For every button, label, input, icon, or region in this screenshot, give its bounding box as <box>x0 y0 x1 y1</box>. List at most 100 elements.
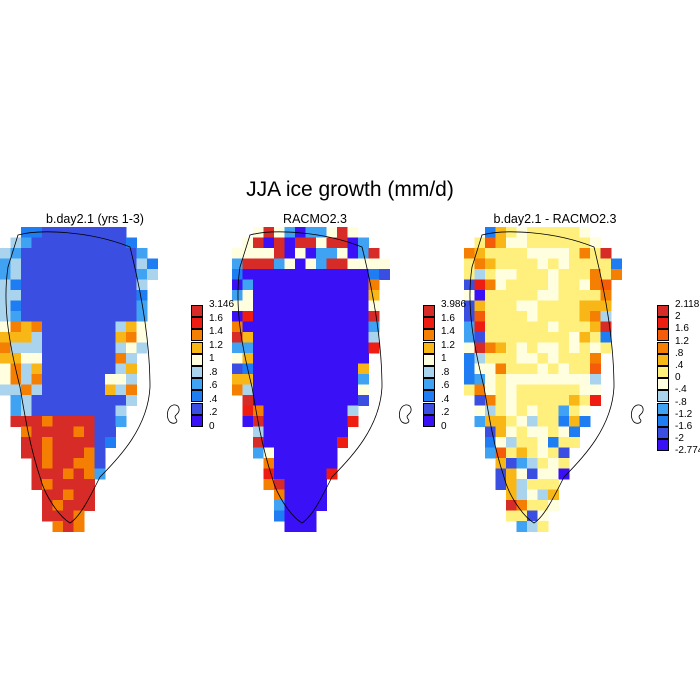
grid-cell <box>94 279 106 291</box>
grid-cell <box>295 416 306 427</box>
grid-cell <box>527 269 538 280</box>
grid-cell <box>579 258 591 270</box>
grid-cell <box>516 468 528 480</box>
grid-cell <box>495 405 507 417</box>
grid-cell <box>263 374 275 385</box>
grid-cell <box>274 405 285 417</box>
grid-cell <box>516 300 528 312</box>
grid-cell <box>579 227 591 238</box>
grid-cell <box>242 300 254 312</box>
grid-cell <box>537 395 549 406</box>
grid-cell <box>527 311 538 322</box>
grid-cell <box>516 269 528 280</box>
grid-cell <box>73 332 85 343</box>
colorbar-tick-label: 1.2 <box>209 339 223 351</box>
grid-cell <box>358 363 369 375</box>
grid-cell <box>274 300 285 312</box>
grid-cell <box>136 311 148 322</box>
grid-cell <box>495 468 507 480</box>
colorbar-swatch <box>191 414 203 427</box>
grid-cell <box>21 321 32 333</box>
grid-cell <box>305 321 317 333</box>
colorbar-swatch <box>191 305 203 317</box>
grid-cell <box>0 332 11 343</box>
grid-cell <box>326 426 338 438</box>
grid-cell <box>337 395 348 406</box>
grid-cell <box>115 248 127 259</box>
grid-cell <box>485 332 496 343</box>
grid-cell <box>558 363 570 375</box>
grid-cell <box>590 321 601 333</box>
colorbar-tick-label: 3.986 <box>441 299 467 310</box>
grid-cell <box>485 395 496 406</box>
grid-cell <box>105 332 116 343</box>
grid-cell <box>94 395 106 406</box>
grid-cell <box>326 374 338 385</box>
grid-cell <box>548 290 559 301</box>
grid-cell <box>590 353 601 364</box>
grid-cell <box>569 416 580 427</box>
grid-cell <box>579 395 591 406</box>
grid-cell <box>274 269 285 280</box>
grid-cell <box>115 321 127 333</box>
grid-cell <box>263 300 275 312</box>
grid-cell <box>274 248 285 259</box>
grid-cell <box>326 384 338 396</box>
grid-cell <box>527 237 538 249</box>
grid-cell <box>31 332 43 343</box>
grid-cell <box>368 300 380 312</box>
grid-cell <box>263 363 275 375</box>
grid-cell <box>527 353 538 364</box>
grid-cell <box>474 342 486 354</box>
grid-cell <box>527 395 538 406</box>
grid-cell <box>253 447 264 459</box>
grid-cell <box>464 279 475 291</box>
grid-cell <box>52 342 64 354</box>
grid-cell <box>537 258 549 270</box>
grid-cell <box>600 248 612 259</box>
grid-cell <box>73 405 85 417</box>
grid-cell <box>73 374 85 385</box>
grid-cell <box>316 489 327 501</box>
grid-cell <box>253 269 264 280</box>
grid-cell <box>537 237 549 249</box>
grid-cell <box>316 332 327 343</box>
grid-cell <box>474 269 486 280</box>
grid-cell <box>506 416 517 427</box>
grid-cell <box>495 300 507 312</box>
grid-cell <box>253 363 264 375</box>
grid-cell <box>253 332 264 343</box>
grid-cell <box>274 416 285 427</box>
grid-cell <box>516 279 528 291</box>
grid-cell <box>10 290 22 301</box>
grid-cell <box>316 426 327 438</box>
grid-cell <box>316 437 327 448</box>
grid-cell <box>232 374 243 385</box>
grid-cell <box>527 416 538 427</box>
grid-cell <box>31 437 43 448</box>
grid-cell <box>232 258 243 270</box>
grid-cell <box>516 237 528 249</box>
grid-cell <box>295 500 306 511</box>
grid-cell <box>284 258 296 270</box>
grid-cell <box>295 489 306 501</box>
grid-cell <box>284 447 296 459</box>
grid-cell <box>326 311 338 322</box>
grid-cell <box>63 353 74 364</box>
grid-cell <box>295 300 306 312</box>
grid-cell <box>506 426 517 438</box>
grid-cell <box>537 479 549 490</box>
grid-cell <box>115 416 127 427</box>
grid-cell <box>253 300 264 312</box>
grid-cell <box>94 416 106 427</box>
grid-cell <box>527 447 538 459</box>
grid-cell <box>63 384 74 396</box>
grid-cell <box>516 510 528 522</box>
grid-cell <box>52 416 64 427</box>
grid-cell <box>115 332 127 343</box>
grid-cell <box>295 447 306 459</box>
grid-cell <box>569 395 580 406</box>
grid-cell <box>295 437 306 448</box>
grid-cell <box>358 342 369 354</box>
colorbar-tick-label: 1.4 <box>209 326 223 338</box>
